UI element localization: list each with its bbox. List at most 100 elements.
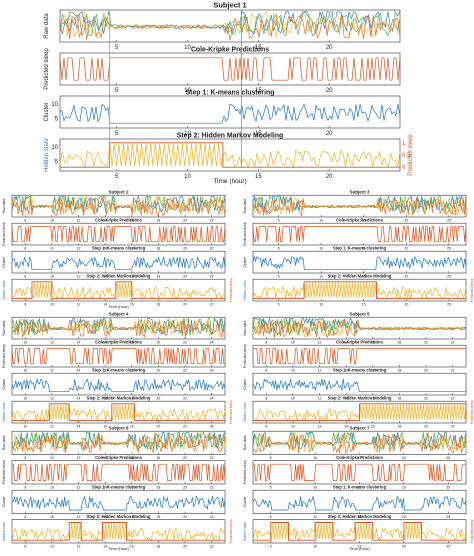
x-tick-label-4-1-4: 16	[371, 369, 375, 373]
raw-series-line-1-3	[11, 196, 226, 217]
panel-title-6-3: Step 2: Hidden Markov Modeling	[328, 514, 392, 519]
x-tick-label-5-2-0: 8	[24, 515, 26, 519]
x-tick-label-6-2-1: 10	[313, 515, 317, 519]
x-axis-label-0: Time (hour)	[213, 178, 246, 185]
y-axis-label-4-2: Cluster	[243, 378, 247, 390]
x-tick-label-3-3-4: 18	[130, 425, 134, 429]
x-tick-label-1-2-3: 14	[103, 275, 107, 279]
y-axis-label-3-2: Cluster	[2, 378, 6, 390]
x-tick-label-5-3-1: 10	[50, 545, 54, 549]
x-tick-label-1-1-1: 10	[50, 247, 54, 251]
y-axis-label-5-3: Hidden state	[2, 521, 6, 541]
x-tick-label-1-3-6: 20	[183, 303, 187, 307]
x-tick-label-3-1-2: 14	[77, 369, 81, 373]
x-tick-label-5-2-4: 16	[130, 515, 134, 519]
y-axis-label-0-3: Hidden state	[44, 138, 50, 172]
y-axis-label-1-3: Hidden state	[2, 280, 6, 300]
x-tick-label-5-1-6: 20	[183, 486, 187, 490]
x-tick-label-6-2-0: 5	[270, 515, 272, 519]
x-tick-label-3-0-7: 24	[210, 341, 214, 345]
x-tick-label-6-0-0: 5	[270, 456, 272, 460]
x-tick-label-6-3-2: 15	[358, 545, 362, 549]
x-tick-label-6-1-4: 25	[446, 486, 450, 490]
prediction-line-2	[252, 226, 467, 243]
x-tick-label-1-1-4: 16	[130, 247, 134, 251]
x-tick-label-3-1-3: 16	[103, 369, 107, 373]
x-tick-label-5-1-0: 8	[24, 486, 26, 490]
panel-title-3-2: Step 1: K-means clustering	[92, 368, 146, 373]
x-tick-label-4-2-7: 22	[451, 397, 455, 401]
y-axis-label-0-0: Raw data	[44, 13, 50, 39]
x-tick-label-5-3-0: 8	[24, 545, 26, 549]
y-axis-label-2-1: Predicted sleep	[243, 222, 247, 246]
y-axis-label-2-0: Raw data	[243, 199, 247, 214]
x-tick-label-5-3-5: 18	[156, 545, 160, 549]
x-tick-label-5-3-6: 20	[183, 545, 187, 549]
x-tick-label-3-0-3: 16	[103, 341, 107, 345]
x-tick-label-0-2-1: 10	[184, 131, 191, 137]
x-tick-label-4-2-5: 18	[397, 397, 401, 401]
x-tick-label-3-0-6: 22	[183, 341, 187, 345]
x-tick-label-2-1-4: 25	[447, 247, 451, 251]
panel-title-1-2: Step 1: K-means clustering	[92, 246, 146, 251]
hmm-sleep-line-2	[253, 281, 466, 299]
x-tick-label-5-0-5: 18	[156, 456, 160, 460]
x-tick-label-5-1-4: 16	[130, 486, 134, 490]
x-tick-label-3-2-1: 12	[50, 397, 54, 401]
hmm-sleep-line-3	[12, 403, 225, 421]
x-tick-label-0-1-0: 5	[115, 88, 119, 94]
hidden-state-line-1	[11, 282, 225, 300]
x-tick-label-4-1-6: 20	[424, 369, 428, 373]
x-tick-label-3-2-0: 10	[23, 397, 27, 401]
panel-title-3-3: Step 2: Hidden Markov Modeling	[87, 396, 151, 401]
panel-title-5-1: Cole-Kripke Predictions	[95, 455, 142, 460]
x-tick-label-3-3-0: 10	[23, 425, 27, 429]
x-tick-label-4-0-2: 12	[318, 341, 322, 345]
x-tick-label-5-0-6: 20	[183, 456, 187, 460]
raw-series-line-6-3	[252, 432, 467, 454]
y-axis-label-right-5: Predicted sleep	[229, 519, 233, 543]
x-tick-label-4-2-2: 12	[318, 397, 322, 401]
x-tick-label-2-2-0: 5	[278, 275, 280, 279]
panel-title-4-2: Step 1: K-means clustering	[333, 368, 387, 373]
x-tick-label-3-2-7: 24	[210, 397, 214, 401]
cluster-line-2	[252, 255, 467, 271]
x-tick-label-4-2-0: 8	[265, 397, 267, 401]
x-tick-label-6-2-4: 25	[446, 515, 450, 519]
x-tick-label-4-1-7: 22	[451, 369, 455, 373]
panel-frame-1-2	[11, 250, 226, 274]
x-tick-label-5-0-3: 14	[103, 456, 107, 460]
raw-series-line-1-2	[11, 195, 225, 216]
x-tick-label-0-1-2: 15	[255, 88, 262, 94]
x-axis-label-1: Time (hour)	[108, 304, 129, 309]
hidden-state-line-2	[252, 282, 467, 300]
y-axis-label-2-3: Hidden state	[243, 280, 247, 300]
x-tick-label-6-0-2: 15	[358, 456, 362, 460]
x-tick-label-5-2-7: 22	[210, 515, 214, 519]
x-tick-label-0-3-2: 15	[255, 174, 262, 180]
y-axis-label-right-0: Predicted sleep	[408, 134, 414, 176]
raw-series-line-3-2	[11, 317, 226, 337]
x-tick-label-3-1-1: 12	[50, 369, 54, 373]
raw-series-line-0-3	[59, 13, 401, 41]
x-tick-label-2-2-3: 20	[404, 275, 408, 279]
x-tick-label-3-2-4: 18	[130, 397, 134, 401]
x-tick-label-4-0-5: 18	[397, 341, 401, 345]
x-tick-label-3-1-5: 20	[156, 369, 160, 373]
x-tick-label-5-2-1: 10	[50, 515, 54, 519]
x-tick-label-4-1-5: 18	[397, 369, 401, 373]
y-axis-label-2-2: Cluster	[243, 256, 247, 268]
y-axis-label-1-0: Raw data	[2, 199, 6, 214]
subject-title-4: Subject 5	[349, 312, 370, 317]
x-tick-label-6-1-1: 10	[313, 486, 317, 490]
x-tick-label-1-2-2: 12	[77, 275, 81, 279]
x-tick-label-4-3-2: 12	[318, 425, 322, 429]
x-tick-label-1-2-4: 16	[130, 275, 134, 279]
x-tick-label-4-0-7: 22	[451, 341, 455, 345]
y-tick-label-right-0: 0	[402, 165, 406, 171]
y-axis-label-3-0: Raw data	[2, 321, 6, 336]
x-axis-label-6: Time (hour)	[349, 546, 370, 551]
x-tick-label-1-2-0: 8	[24, 275, 26, 279]
x-tick-label-1-0-7: 22	[210, 219, 214, 223]
x-tick-label-1-3-4: 16	[130, 303, 134, 307]
